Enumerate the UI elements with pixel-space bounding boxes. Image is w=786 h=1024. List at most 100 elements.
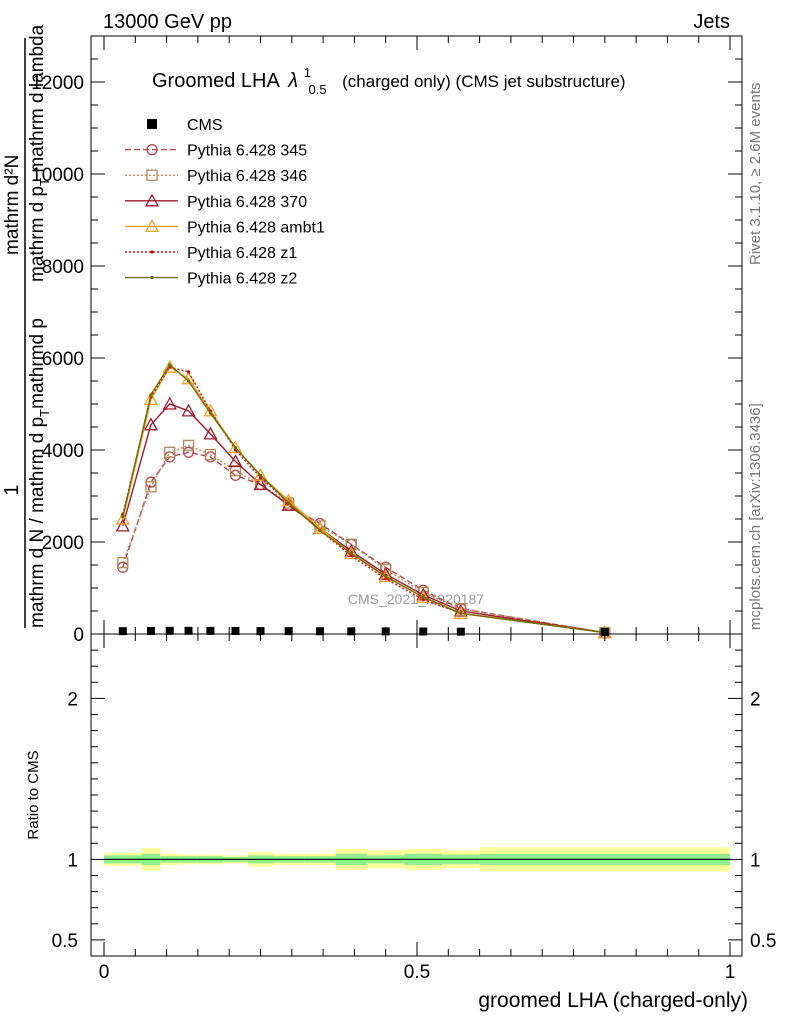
y-tick-label: 4000 bbox=[42, 441, 84, 462]
x-tick-label: 1 bbox=[725, 962, 736, 983]
marker bbox=[384, 577, 388, 581]
legend: CMS Pythia 6.428 345 Pythia 6.428 346 Pythi… bbox=[125, 117, 325, 288]
marker bbox=[144, 193, 160, 207]
marker bbox=[228, 440, 243, 454]
marker bbox=[287, 501, 291, 505]
y-tick-label: 10000 bbox=[31, 165, 84, 186]
x-axis-label: groomed LHA (charged-only) bbox=[478, 989, 748, 1012]
marker bbox=[203, 426, 218, 440]
data-point bbox=[419, 627, 428, 636]
marker bbox=[186, 379, 191, 383]
marker bbox=[181, 403, 196, 417]
marker bbox=[344, 546, 359, 560]
marker bbox=[253, 467, 268, 481]
y-tick-label: 2000 bbox=[42, 533, 84, 554]
data-point bbox=[256, 627, 265, 636]
marker bbox=[459, 611, 463, 615]
marker bbox=[258, 473, 263, 477]
marker bbox=[318, 528, 322, 533]
data-point bbox=[600, 627, 609, 636]
marker bbox=[349, 554, 353, 558]
legend-label: Pythia 6.428 z1 bbox=[187, 245, 297, 262]
header-energy: 13000 GeV pp bbox=[103, 11, 232, 33]
data-point bbox=[231, 626, 240, 635]
ylabel-factor-num: 1 bbox=[1, 484, 23, 495]
ratio-axis-ticks bbox=[91, 634, 742, 956]
data-point bbox=[347, 627, 356, 636]
marker bbox=[229, 465, 242, 477]
series-0 bbox=[117, 446, 611, 639]
x-tick-label: 0.5 bbox=[404, 962, 430, 983]
ratio-tick-label-left: 0.5 bbox=[52, 931, 78, 952]
data-point bbox=[118, 627, 127, 636]
ratio-y-axis-label: Ratio to CMS bbox=[25, 750, 42, 839]
marker bbox=[162, 396, 177, 410]
series-line bbox=[122, 366, 605, 634]
marker bbox=[203, 403, 218, 417]
marker bbox=[146, 143, 158, 156]
data-point bbox=[165, 626, 174, 635]
x-tick-label: 0 bbox=[99, 962, 110, 983]
marker bbox=[149, 393, 153, 397]
marker bbox=[204, 448, 217, 461]
marker bbox=[121, 515, 125, 519]
marker bbox=[143, 392, 159, 406]
ylabel-factor-den: mathrm d N / mathrm d pTmathrmd p bbox=[27, 318, 52, 628]
y-tick-label: 6000 bbox=[42, 349, 84, 370]
data-point bbox=[456, 627, 465, 636]
ratio-tick-label-right: 0.5 bbox=[750, 931, 776, 952]
ratio-plot-frame bbox=[90, 633, 743, 957]
main-y-axis-label: 1 mathrm d N / mathrm d pTmathrmd p math… bbox=[1, 24, 52, 628]
legend-marker-cms bbox=[147, 119, 157, 129]
y-tick-label: 12000 bbox=[31, 73, 84, 94]
marker bbox=[150, 276, 154, 280]
main-y-tick-labels: 0 2000 4000 6000 8000 10000 12000 bbox=[31, 73, 84, 646]
legend-label: Pythia 6.428 346 bbox=[187, 168, 307, 185]
marker bbox=[146, 169, 158, 181]
data-point bbox=[284, 627, 293, 636]
data-points bbox=[118, 626, 609, 636]
chart-title: Groomed LHA λ 1 0.5 (charged only) (CMS … bbox=[152, 60, 626, 99]
data-point bbox=[315, 627, 324, 636]
ylabel-numerator: mathrm d²N bbox=[2, 155, 23, 255]
marker bbox=[253, 477, 268, 491]
x-tick-labels: 0 0.5 1 bbox=[99, 962, 736, 983]
ratio-tick-labels: 0.5 0.5 1 1 2 2 bbox=[52, 689, 777, 952]
series-1 bbox=[117, 439, 611, 639]
legend-label: Pythia 6.428 370 bbox=[187, 194, 307, 211]
ratio-tick-label-right: 2 bbox=[750, 689, 761, 710]
ylabel-denominator: mathrm d pT mathrm d lambda bbox=[27, 24, 52, 282]
marker bbox=[421, 595, 425, 599]
marker bbox=[416, 589, 431, 603]
legend-label: Pythia 6.428 ambt1 bbox=[187, 219, 325, 236]
series-line bbox=[122, 403, 605, 634]
ratio-tick-label-right: 1 bbox=[750, 850, 761, 871]
legend-label: Pythia 6.428 z2 bbox=[187, 271, 297, 288]
rivet-label: Rivet 3.1.10, ≥ 2.6M events bbox=[747, 83, 764, 266]
ratio-tick-label-left: 1 bbox=[67, 850, 78, 871]
marker bbox=[115, 511, 130, 525]
legend-label-cms: CMS bbox=[187, 117, 223, 134]
data-point bbox=[184, 626, 193, 635]
marker bbox=[384, 574, 388, 579]
marker bbox=[117, 557, 129, 569]
marker bbox=[208, 411, 213, 415]
ratio-tick-label-left: 2 bbox=[67, 689, 78, 710]
marker bbox=[168, 363, 172, 367]
y-tick-label: 0 bbox=[73, 625, 84, 646]
marker bbox=[345, 538, 357, 550]
marker bbox=[228, 454, 243, 468]
marker bbox=[182, 439, 195, 452]
marker bbox=[421, 597, 425, 602]
marker bbox=[186, 370, 191, 374]
marker bbox=[145, 481, 157, 493]
data-point bbox=[206, 626, 215, 635]
mcplots-label: mcplots.cern.ch [arXiv:1306.3436] bbox=[747, 403, 764, 630]
marker bbox=[349, 551, 353, 556]
mc-series bbox=[115, 359, 612, 639]
series-line bbox=[122, 363, 605, 634]
marker bbox=[453, 603, 468, 617]
marker bbox=[164, 446, 176, 458]
data-point bbox=[146, 626, 155, 635]
